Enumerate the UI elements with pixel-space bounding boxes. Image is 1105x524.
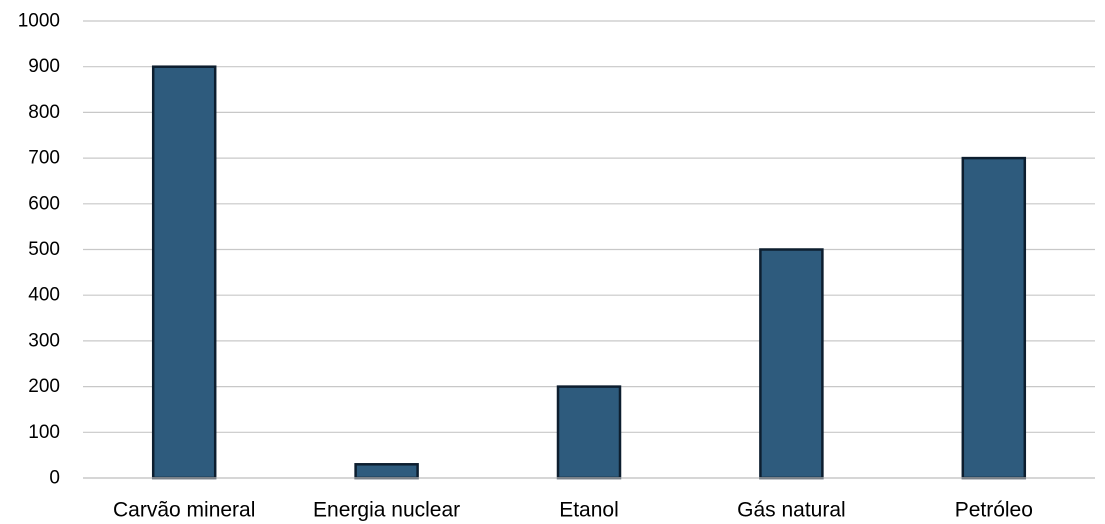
x-category-label: Etanol [559, 499, 619, 522]
y-tick-label: 700 [28, 148, 60, 169]
x-category-label: Energia nuclear [313, 499, 460, 522]
y-tick-label: 1000 [18, 11, 60, 32]
y-axis-tick-labels: 0 100 200 300 400 500 600 700 800 900 1000 [18, 11, 60, 489]
bar [759, 248, 824, 480]
bar [961, 156, 1027, 480]
y-tick-label: 400 [28, 285, 60, 306]
bar [151, 65, 217, 480]
y-tick-label: 600 [28, 193, 60, 214]
x-category-label: Carvão mineral [113, 499, 255, 522]
y-tick-label: 200 [28, 376, 60, 397]
y-tick-label: 500 [28, 239, 60, 260]
x-category-label: Petróleo [955, 499, 1033, 522]
bar [556, 385, 622, 480]
y-tick-label: 300 [28, 330, 60, 351]
bars [151, 65, 1027, 480]
x-axis-category-labels: Carvão mineral Energia nuclear Etanol Gás n… [113, 499, 1033, 522]
y-tick-label: 800 [28, 102, 60, 123]
y-tick-label: 100 [28, 422, 60, 443]
y-tick-label: 900 [28, 56, 60, 77]
bar [354, 463, 419, 480]
y-tick-label: 0 [49, 468, 60, 489]
gridlines [83, 20, 1095, 433]
x-category-label: Gás natural [737, 499, 846, 522]
